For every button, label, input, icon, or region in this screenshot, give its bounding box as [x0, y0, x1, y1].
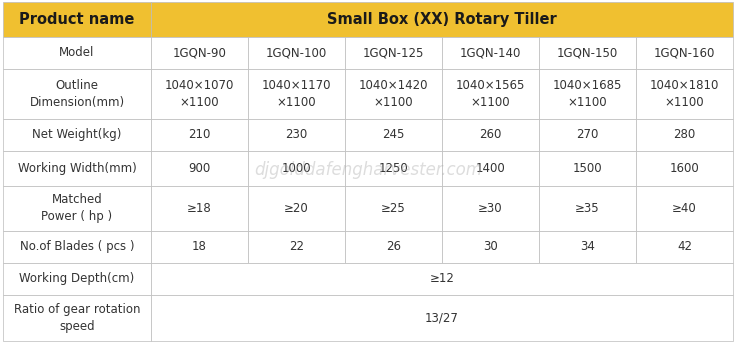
Text: No.of Blades ( pcs ): No.of Blades ( pcs )	[20, 240, 134, 253]
Text: 230: 230	[286, 128, 308, 141]
Text: 1GQN-90: 1GQN-90	[172, 47, 227, 59]
Text: ≥30: ≥30	[478, 202, 503, 215]
Text: 30: 30	[483, 240, 498, 253]
Bar	[442, 186, 539, 230]
Text: ≥12: ≥12	[430, 272, 454, 285]
Text: 1GQN-125: 1GQN-125	[363, 47, 424, 59]
Bar	[248, 69, 345, 119]
Text: Product name: Product name	[19, 12, 135, 27]
Bar	[539, 186, 636, 230]
Text: 270: 270	[576, 128, 598, 141]
Bar	[539, 69, 636, 119]
Bar	[345, 230, 442, 263]
Text: 42: 42	[677, 240, 692, 253]
Text: 210: 210	[188, 128, 210, 141]
Text: Outline
Dimension(mm): Outline Dimension(mm)	[29, 79, 124, 109]
Text: 1000: 1000	[282, 162, 311, 175]
Bar	[3, 69, 151, 119]
Text: ≥18: ≥18	[187, 202, 212, 215]
Text: 22: 22	[289, 240, 304, 253]
Text: Small Box (XX) Rotary Tiller: Small Box (XX) Rotary Tiller	[327, 12, 557, 27]
Text: ≥40: ≥40	[672, 202, 697, 215]
Bar	[248, 37, 345, 69]
Text: 280: 280	[673, 128, 696, 141]
Bar	[3, 230, 151, 263]
Bar	[248, 230, 345, 263]
Bar	[539, 37, 636, 69]
Text: 34: 34	[580, 240, 595, 253]
Bar	[345, 186, 442, 230]
Bar	[151, 186, 248, 230]
Text: 1GQN-150: 1GQN-150	[557, 47, 618, 59]
Bar	[151, 2, 733, 37]
Bar	[151, 151, 248, 186]
Text: Working Depth(cm): Working Depth(cm)	[19, 272, 135, 285]
Text: 1GQN-100: 1GQN-100	[266, 47, 327, 59]
Text: djgolddafengharvester.com: djgolddafengharvester.com	[254, 161, 482, 179]
Text: Net Weight(kg): Net Weight(kg)	[32, 128, 121, 141]
Bar	[3, 186, 151, 230]
Bar	[636, 151, 733, 186]
Text: Ratio of gear rotation
speed: Ratio of gear rotation speed	[14, 303, 141, 333]
Text: 1040×1685
×1100: 1040×1685 ×1100	[553, 79, 622, 109]
Bar	[539, 151, 636, 186]
Text: Working Width(mm): Working Width(mm)	[18, 162, 136, 175]
Bar	[3, 151, 151, 186]
Bar	[151, 69, 248, 119]
Text: 1040×1420
×1100: 1040×1420 ×1100	[358, 79, 428, 109]
Text: 260: 260	[479, 128, 502, 141]
Bar	[151, 37, 248, 69]
Bar	[151, 263, 733, 295]
Text: 1GQN-140: 1GQN-140	[460, 47, 521, 59]
Text: 13/27: 13/27	[425, 311, 459, 324]
Bar	[345, 69, 442, 119]
Bar	[442, 69, 539, 119]
Text: Matched
Power ( hp ): Matched Power ( hp )	[41, 193, 113, 223]
Bar	[442, 151, 539, 186]
Text: ≥20: ≥20	[284, 202, 309, 215]
Bar	[442, 37, 539, 69]
Text: ≥25: ≥25	[381, 202, 406, 215]
Text: 1400: 1400	[475, 162, 506, 175]
Bar	[636, 37, 733, 69]
Bar	[151, 295, 733, 341]
Bar	[636, 69, 733, 119]
Text: 1250: 1250	[378, 162, 408, 175]
Text: 900: 900	[188, 162, 210, 175]
Text: 26: 26	[386, 240, 401, 253]
Bar	[636, 119, 733, 151]
Text: 1500: 1500	[573, 162, 602, 175]
Bar	[3, 37, 151, 69]
Bar	[636, 186, 733, 230]
Text: 1040×1565
×1100: 1040×1565 ×1100	[456, 79, 526, 109]
Bar	[3, 119, 151, 151]
Bar	[636, 230, 733, 263]
Text: 1040×1170
×1100: 1040×1170 ×1100	[262, 79, 331, 109]
Bar	[539, 119, 636, 151]
Bar	[3, 2, 151, 37]
Bar	[248, 151, 345, 186]
Bar	[151, 119, 248, 151]
Bar	[3, 263, 151, 295]
Bar	[248, 119, 345, 151]
Bar	[151, 230, 248, 263]
Bar	[442, 230, 539, 263]
Text: 1040×1810
×1100: 1040×1810 ×1100	[650, 79, 719, 109]
Bar	[3, 295, 151, 341]
Bar	[248, 186, 345, 230]
Text: 1040×1070
×1100: 1040×1070 ×1100	[165, 79, 234, 109]
Bar	[345, 37, 442, 69]
Text: 1600: 1600	[670, 162, 699, 175]
Text: 245: 245	[382, 128, 405, 141]
Bar	[345, 151, 442, 186]
Bar	[539, 230, 636, 263]
Text: ≥35: ≥35	[576, 202, 600, 215]
Text: 1GQN-160: 1GQN-160	[654, 47, 715, 59]
Text: 18: 18	[192, 240, 207, 253]
Bar	[345, 119, 442, 151]
Text: Model: Model	[60, 47, 95, 59]
Bar	[442, 119, 539, 151]
